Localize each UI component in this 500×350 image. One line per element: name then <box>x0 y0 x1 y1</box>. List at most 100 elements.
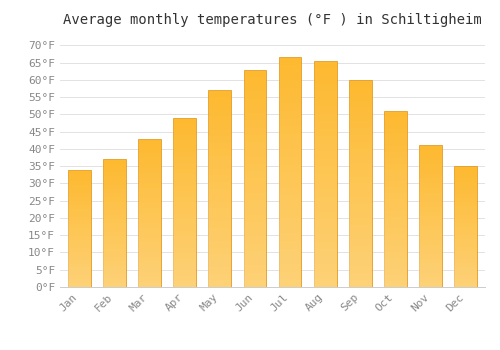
Bar <box>208 248 231 254</box>
Bar <box>244 98 266 106</box>
Bar <box>68 236 90 240</box>
Bar <box>68 267 90 271</box>
Bar <box>349 259 372 266</box>
Bar <box>103 181 126 185</box>
Bar <box>244 251 266 258</box>
Bar <box>454 243 477 247</box>
Bar <box>419 150 442 155</box>
Bar <box>384 258 407 264</box>
Bar <box>454 190 477 194</box>
Bar <box>278 210 301 218</box>
Bar <box>384 134 407 140</box>
Bar <box>384 187 407 193</box>
Bar <box>349 128 372 135</box>
Bar <box>103 176 126 181</box>
Bar <box>174 236 196 242</box>
Bar <box>419 245 442 249</box>
Bar <box>68 283 90 287</box>
Bar <box>68 213 90 217</box>
Bar <box>138 252 161 257</box>
Bar <box>384 205 407 211</box>
Bar <box>103 253 126 257</box>
Bar <box>349 218 372 225</box>
Bar <box>208 215 231 222</box>
Bar <box>244 127 266 135</box>
Bar <box>174 140 196 146</box>
Bar <box>419 174 442 178</box>
Bar <box>174 197 196 202</box>
Bar <box>314 99 336 106</box>
Bar <box>68 170 90 174</box>
Bar <box>244 106 266 113</box>
Bar <box>174 118 196 124</box>
Bar <box>68 279 90 283</box>
Bar <box>278 65 301 73</box>
Bar <box>278 272 301 279</box>
Bar <box>103 270 126 274</box>
Bar <box>384 270 407 275</box>
Bar <box>454 215 477 218</box>
Bar <box>68 244 90 248</box>
Bar <box>68 228 90 232</box>
Bar <box>174 124 196 129</box>
Bar <box>278 249 301 257</box>
Bar <box>384 246 407 252</box>
Bar <box>384 228 407 234</box>
Bar <box>68 181 90 185</box>
Bar <box>278 218 301 226</box>
Bar <box>454 223 477 226</box>
Bar <box>419 259 442 264</box>
Bar <box>384 111 407 287</box>
Bar <box>419 207 442 211</box>
Bar <box>278 195 301 203</box>
Bar <box>278 279 301 287</box>
Bar <box>384 217 407 223</box>
Bar <box>208 110 231 117</box>
Bar <box>244 280 266 287</box>
Bar <box>244 207 266 215</box>
Bar <box>244 215 266 222</box>
Bar <box>278 188 301 195</box>
Bar <box>138 148 161 153</box>
Bar <box>278 149 301 157</box>
Bar <box>244 236 266 244</box>
Bar <box>138 282 161 287</box>
Bar <box>68 197 90 201</box>
Bar <box>384 146 407 152</box>
Bar <box>103 228 126 232</box>
Bar <box>454 186 477 190</box>
Bar <box>208 228 231 234</box>
Bar <box>208 254 231 261</box>
Bar <box>419 202 442 207</box>
Bar <box>454 202 477 206</box>
Bar <box>278 111 301 119</box>
Bar <box>68 260 90 264</box>
Bar <box>103 185 126 189</box>
Bar <box>68 185 90 189</box>
Bar <box>419 282 442 287</box>
Bar <box>68 177 90 181</box>
Bar <box>68 275 90 279</box>
Bar <box>349 246 372 252</box>
Bar <box>454 279 477 283</box>
Bar <box>278 157 301 164</box>
Bar <box>68 252 90 256</box>
Bar <box>244 156 266 164</box>
Bar <box>349 204 372 211</box>
Bar <box>314 91 336 99</box>
Bar <box>138 218 161 223</box>
Bar <box>103 159 126 287</box>
Bar <box>103 189 126 193</box>
Bar <box>454 231 477 234</box>
Bar <box>174 247 196 253</box>
Bar <box>103 274 126 279</box>
Bar <box>103 232 126 236</box>
Bar <box>314 249 336 257</box>
Bar <box>314 121 336 129</box>
Bar <box>244 142 266 149</box>
Bar <box>174 191 196 197</box>
Bar <box>174 157 196 163</box>
Bar <box>419 230 442 235</box>
Bar <box>278 126 301 134</box>
Bar <box>208 182 231 189</box>
